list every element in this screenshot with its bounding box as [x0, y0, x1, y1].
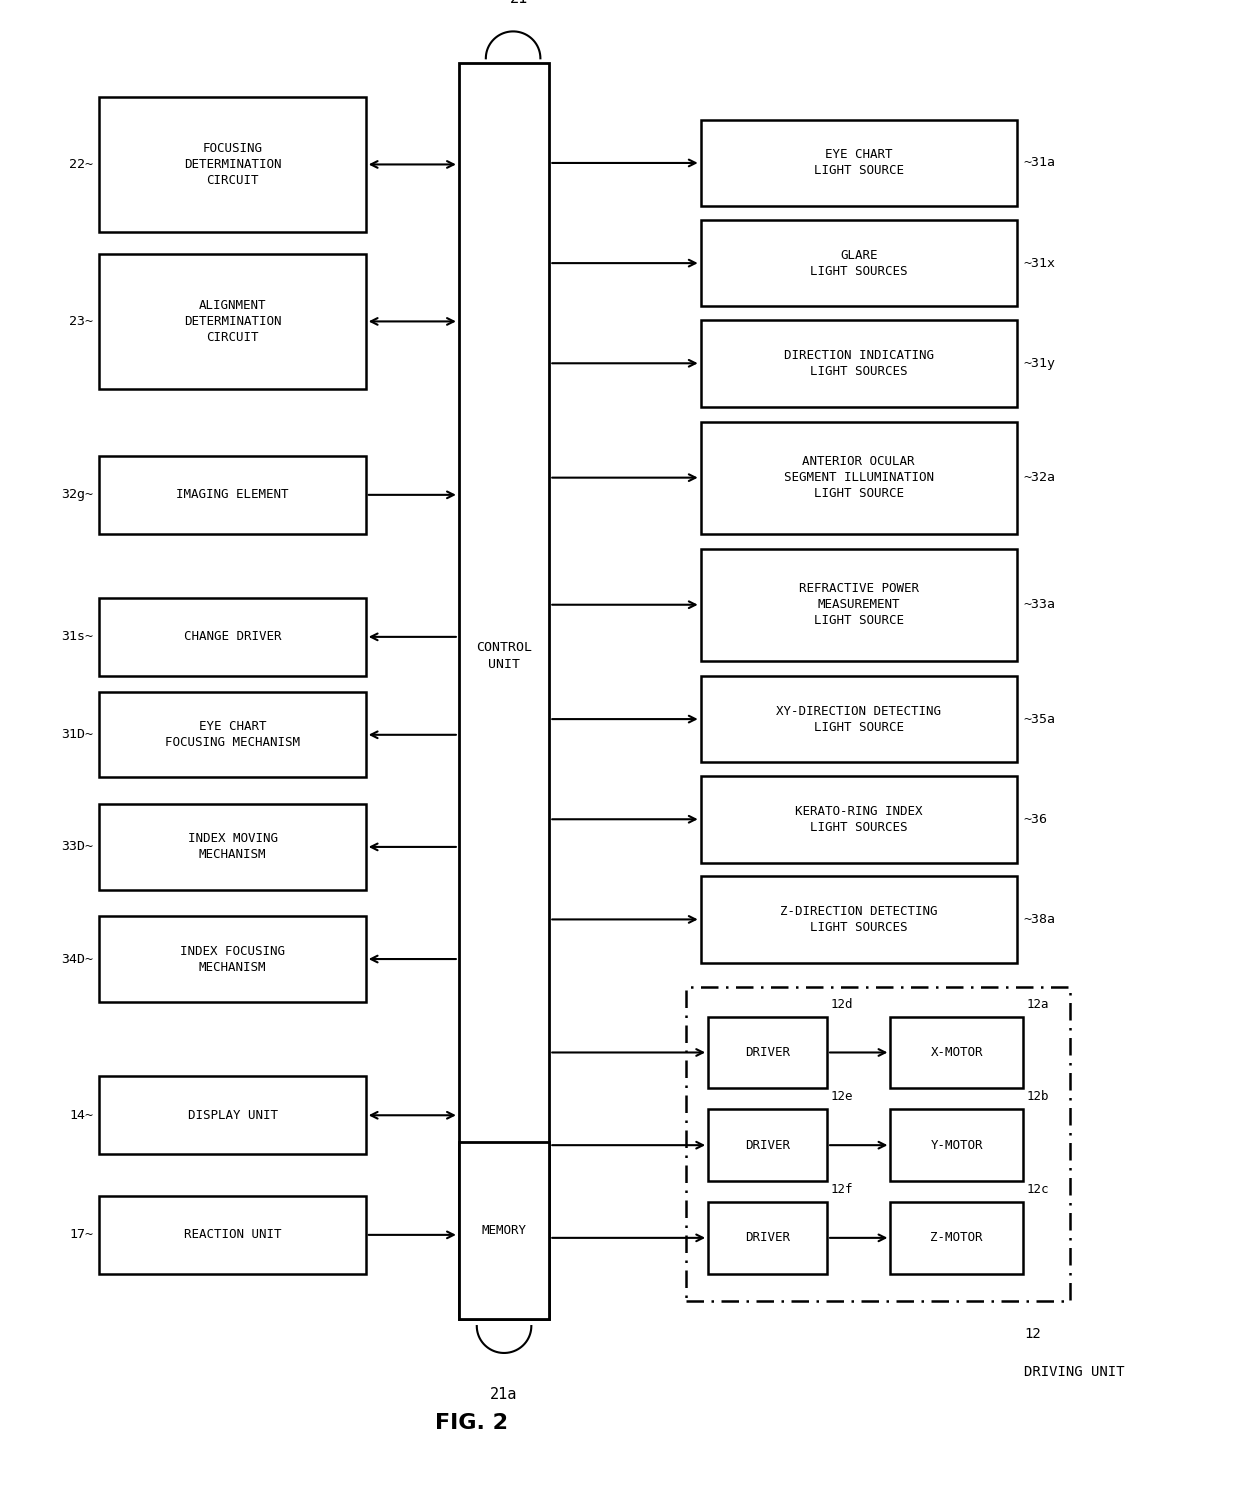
Text: INDEX FOCUSING
MECHANISM: INDEX FOCUSING MECHANISM: [180, 945, 285, 973]
Text: DRIVER: DRIVER: [745, 1139, 790, 1151]
Text: 31s~: 31s~: [61, 631, 93, 643]
Polygon shape: [99, 598, 366, 676]
Text: CONTROL
UNIT: CONTROL UNIT: [476, 641, 532, 671]
Text: 34D~: 34D~: [61, 952, 93, 966]
Text: Z-MOTOR: Z-MOTOR: [930, 1232, 983, 1244]
Text: ~31y: ~31y: [1023, 357, 1055, 369]
Text: DRIVER: DRIVER: [745, 1232, 790, 1244]
Polygon shape: [708, 1109, 827, 1181]
Text: 21: 21: [510, 0, 528, 6]
Text: ~33a: ~33a: [1023, 598, 1055, 611]
Text: GLARE
LIGHT SOURCES: GLARE LIGHT SOURCES: [810, 248, 908, 278]
Polygon shape: [701, 549, 1017, 661]
Polygon shape: [99, 804, 366, 890]
Polygon shape: [890, 1017, 1023, 1088]
Polygon shape: [701, 876, 1017, 963]
Polygon shape: [701, 220, 1017, 306]
Text: ALIGNMENT
DETERMINATION
CIRCUIT: ALIGNMENT DETERMINATION CIRCUIT: [184, 299, 281, 344]
Text: 12d: 12d: [831, 997, 853, 1011]
Text: XY-DIRECTION DETECTING
LIGHT SOURCE: XY-DIRECTION DETECTING LIGHT SOURCE: [776, 704, 941, 734]
Polygon shape: [890, 1202, 1023, 1274]
Polygon shape: [701, 320, 1017, 407]
Text: 14~: 14~: [69, 1109, 93, 1121]
Text: FOCUSING
DETERMINATION
CIRCUIT: FOCUSING DETERMINATION CIRCUIT: [184, 142, 281, 187]
Polygon shape: [701, 422, 1017, 534]
Polygon shape: [708, 1202, 827, 1274]
Text: Y-MOTOR: Y-MOTOR: [930, 1139, 983, 1151]
Text: 17~: 17~: [69, 1229, 93, 1241]
Text: 12: 12: [1024, 1326, 1040, 1341]
Polygon shape: [99, 916, 366, 1002]
Text: 12a: 12a: [1027, 997, 1049, 1011]
Text: DRIVER: DRIVER: [745, 1046, 790, 1058]
Text: REFRACTIVE POWER
MEASUREMENT
LIGHT SOURCE: REFRACTIVE POWER MEASUREMENT LIGHT SOURC…: [799, 582, 919, 628]
Polygon shape: [99, 1076, 366, 1154]
Text: DRIVING UNIT: DRIVING UNIT: [1024, 1365, 1125, 1380]
Text: KERATO-RING INDEX
LIGHT SOURCES: KERATO-RING INDEX LIGHT SOURCES: [795, 804, 923, 834]
Text: REACTION UNIT: REACTION UNIT: [184, 1229, 281, 1241]
Text: 21a: 21a: [490, 1387, 518, 1402]
Polygon shape: [99, 254, 366, 389]
Polygon shape: [708, 1017, 827, 1088]
Polygon shape: [99, 1196, 366, 1274]
Polygon shape: [459, 1142, 549, 1319]
Text: 12e: 12e: [831, 1090, 853, 1103]
Text: ~31x: ~31x: [1023, 257, 1055, 269]
Text: Z-DIRECTION DETECTING
LIGHT SOURCES: Z-DIRECTION DETECTING LIGHT SOURCES: [780, 904, 937, 934]
Text: 31D~: 31D~: [61, 728, 93, 742]
Polygon shape: [99, 456, 366, 534]
Text: 12b: 12b: [1027, 1090, 1049, 1103]
Text: 33D~: 33D~: [61, 840, 93, 854]
Text: 12c: 12c: [1027, 1183, 1049, 1196]
Polygon shape: [701, 676, 1017, 762]
Text: ~32a: ~32a: [1023, 471, 1055, 484]
Text: ~35a: ~35a: [1023, 713, 1055, 725]
Text: ~38a: ~38a: [1023, 913, 1055, 925]
Text: ~36: ~36: [1023, 813, 1047, 825]
Text: 23~: 23~: [69, 315, 93, 327]
Text: DISPLAY UNIT: DISPLAY UNIT: [187, 1109, 278, 1121]
Text: DIRECTION INDICATING
LIGHT SOURCES: DIRECTION INDICATING LIGHT SOURCES: [784, 348, 934, 378]
Polygon shape: [459, 63, 549, 1319]
Text: 32g~: 32g~: [61, 489, 93, 501]
Text: CHANGE DRIVER: CHANGE DRIVER: [184, 631, 281, 643]
Text: INDEX MOVING
MECHANISM: INDEX MOVING MECHANISM: [187, 833, 278, 861]
Text: ANTERIOR OCULAR
SEGMENT ILLUMINATION
LIGHT SOURCE: ANTERIOR OCULAR SEGMENT ILLUMINATION LIG…: [784, 454, 934, 501]
Polygon shape: [890, 1109, 1023, 1181]
Polygon shape: [701, 120, 1017, 206]
Polygon shape: [99, 692, 366, 777]
Text: FIG. 2: FIG. 2: [435, 1413, 507, 1434]
Text: MEMORY: MEMORY: [481, 1224, 527, 1236]
Text: EYE CHART
LIGHT SOURCE: EYE CHART LIGHT SOURCE: [813, 148, 904, 178]
Text: 12f: 12f: [831, 1183, 853, 1196]
Text: ~31a: ~31a: [1023, 157, 1055, 169]
Text: 22~: 22~: [69, 158, 93, 170]
Text: X-MOTOR: X-MOTOR: [930, 1046, 983, 1058]
Polygon shape: [99, 97, 366, 232]
Text: IMAGING ELEMENT: IMAGING ELEMENT: [176, 489, 289, 501]
Polygon shape: [701, 776, 1017, 863]
Text: EYE CHART
FOCUSING MECHANISM: EYE CHART FOCUSING MECHANISM: [165, 721, 300, 749]
